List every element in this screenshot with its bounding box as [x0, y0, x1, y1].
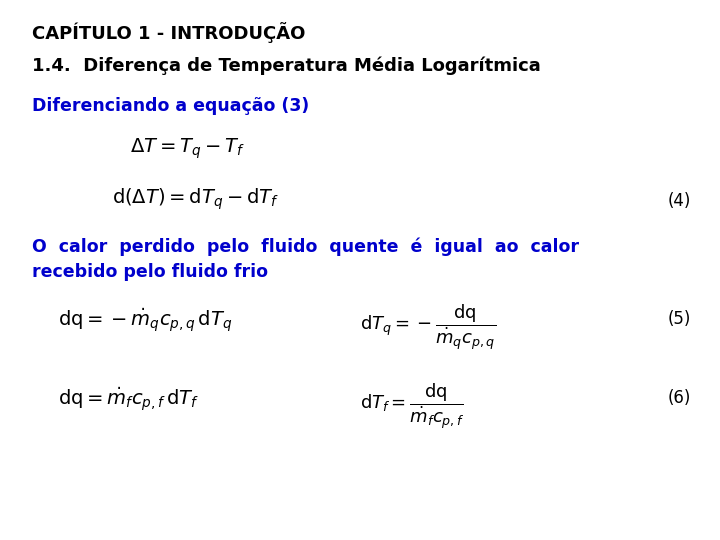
Text: (6): (6)	[668, 389, 691, 407]
Text: CAPÍTULO 1 - INTRODUÇÃO: CAPÍTULO 1 - INTRODUÇÃO	[32, 22, 306, 43]
Text: $\mathrm{d}(\Delta T) = \mathrm{d}T_q - \mathrm{d}T_f$: $\mathrm{d}(\Delta T) = \mathrm{d}T_q - …	[112, 186, 279, 212]
Text: $\mathrm{dq} = -\dot{m}_q c_{p,q}\,\mathrm{d}T_q$: $\mathrm{dq} = -\dot{m}_q c_{p,q}\,\math…	[58, 307, 232, 335]
Text: 1.4.  Diferença de Temperatura Média Logarítmica: 1.4. Diferença de Temperatura Média Loga…	[32, 57, 541, 75]
Text: O  calor  perdido  pelo  fluido  quente  é  igual  ao  calor: O calor perdido pelo fluido quente é igu…	[32, 238, 580, 256]
Text: $\mathrm{dq} = \dot{m}_f c_{p,f}\,\mathrm{d}T_f$: $\mathrm{dq} = \dot{m}_f c_{p,f}\,\mathr…	[58, 386, 199, 414]
Text: $\Delta T = T_q - T_f$: $\Delta T = T_q - T_f$	[130, 136, 244, 160]
Text: (5): (5)	[668, 310, 691, 328]
Text: (4): (4)	[668, 192, 691, 210]
Text: recebido pelo fluido frio: recebido pelo fluido frio	[32, 263, 269, 281]
Text: Diferenciando a equação (3): Diferenciando a equação (3)	[32, 97, 310, 115]
Text: $\mathrm{d}T_f = \dfrac{\mathrm{dq}}{\dot{m}_f c_{p,f}}$: $\mathrm{d}T_f = \dfrac{\mathrm{dq}}{\do…	[360, 382, 464, 432]
Text: $\mathrm{d}T_q = -\dfrac{\mathrm{dq}}{\dot{m}_q c_{p,q}}$: $\mathrm{d}T_q = -\dfrac{\mathrm{dq}}{\d…	[360, 302, 496, 353]
